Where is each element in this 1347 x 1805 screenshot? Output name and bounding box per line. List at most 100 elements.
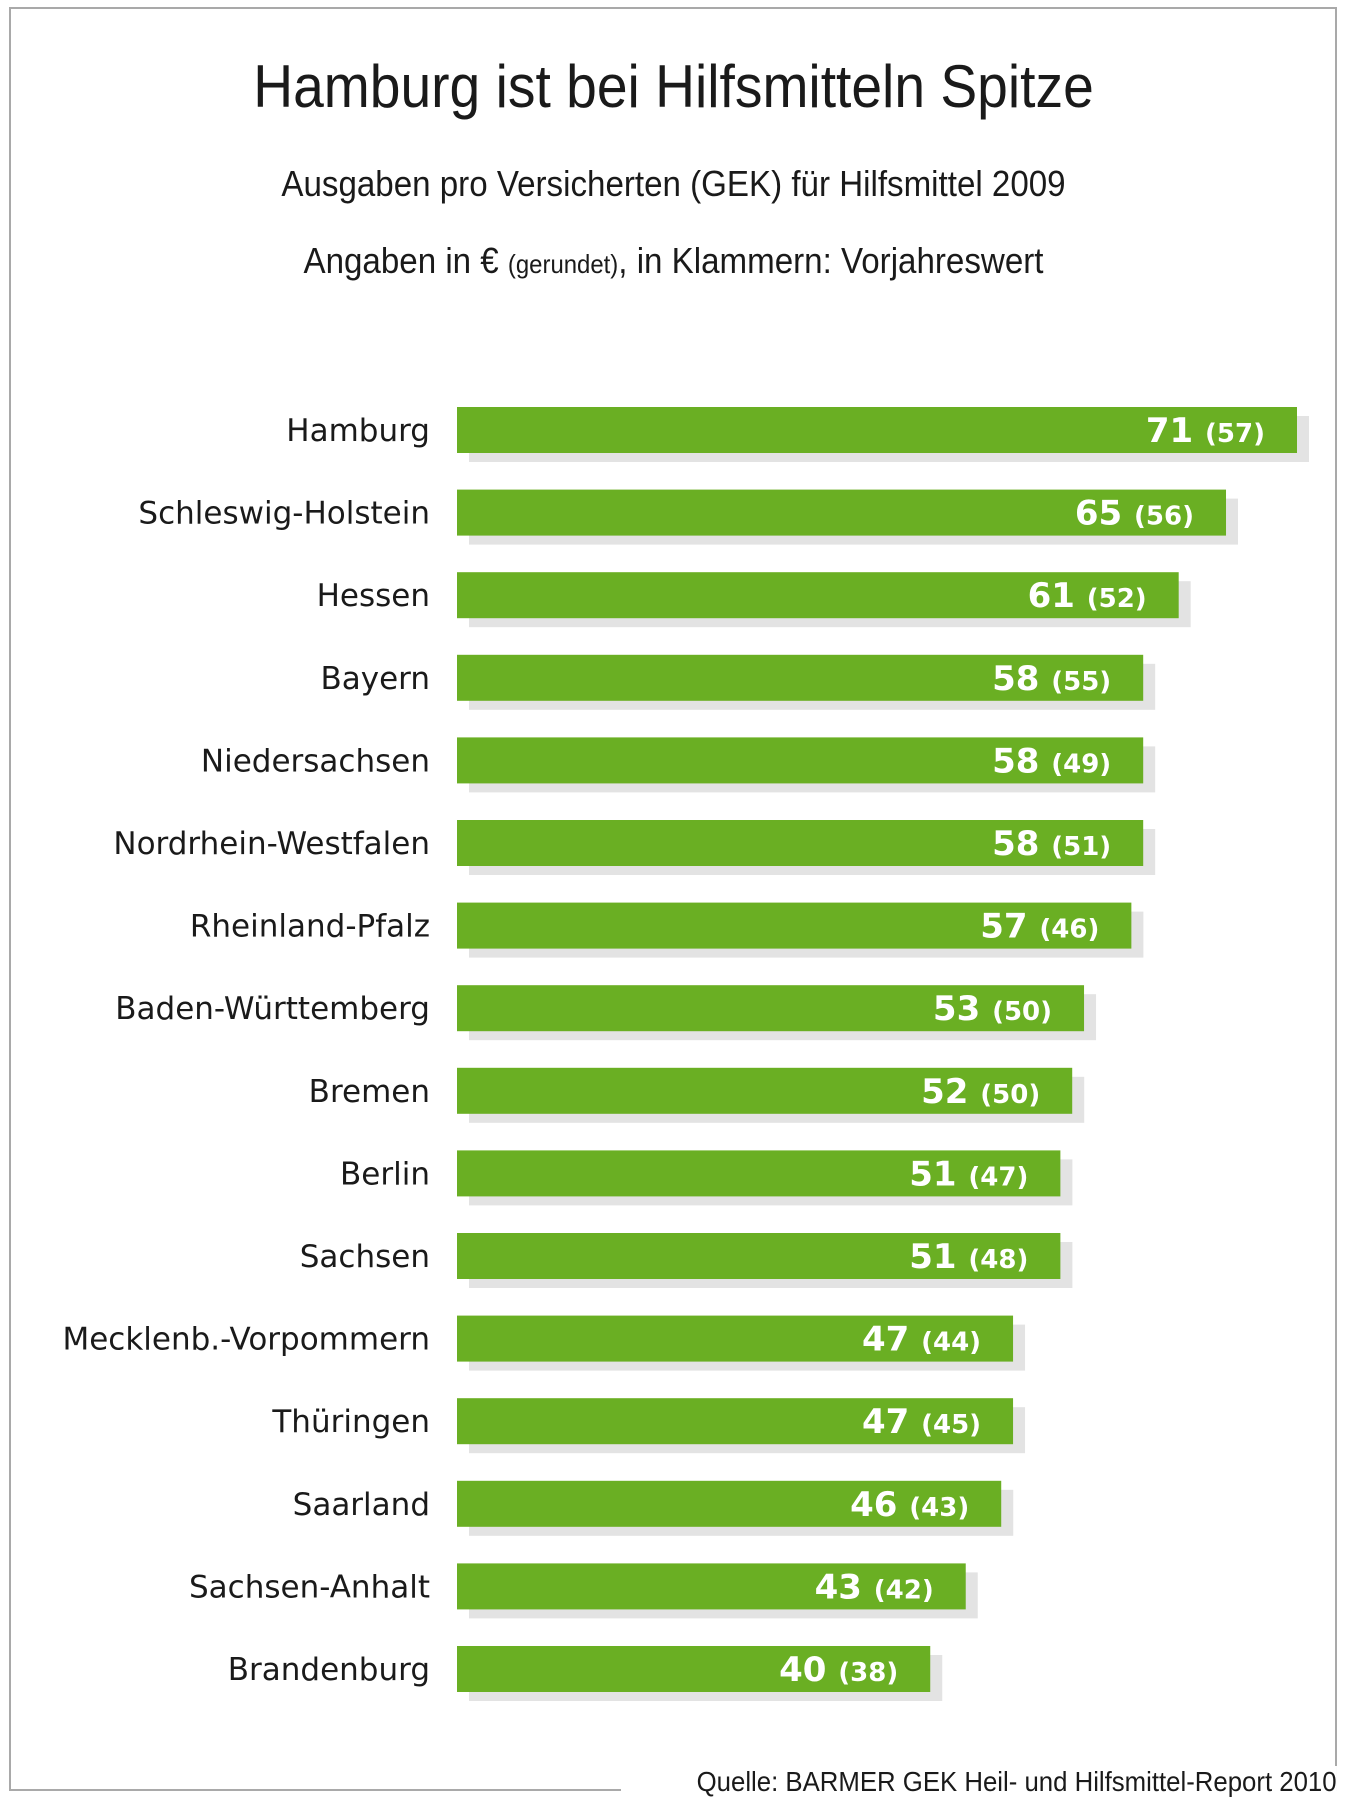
value-label: 40 (38) — [779, 1650, 898, 1690]
bar — [457, 1646, 931, 1692]
bar — [457, 1067, 1073, 1114]
bar-group: Baden-Württemberg 53 (50) — [115, 985, 1097, 1041]
bar-group: Rheinland-Pfalz 57 (46) — [190, 902, 1144, 958]
bar — [457, 1563, 966, 1610]
bar — [457, 902, 1132, 949]
value-label: 61 (52) — [1028, 576, 1147, 616]
value-label: 52 (50) — [921, 1072, 1040, 1112]
previous-year-value: (49) — [1051, 749, 1111, 779]
bar-group: Niedersachsen 58 (49) — [201, 737, 1156, 793]
category-label: Bremen — [309, 1074, 430, 1110]
current-value: 57 — [980, 907, 1039, 947]
bar — [457, 407, 1297, 453]
chart-note: Angaben in € (gerundet), in Klammern: Vo… — [54, 240, 1293, 282]
bar-group: Mecklenb.-Vorpommern 47 (44) — [62, 1315, 1026, 1371]
previous-year-value: (38) — [838, 1658, 898, 1688]
bar — [457, 1150, 1061, 1197]
current-value: 65 — [1075, 494, 1134, 534]
previous-year-value: (48) — [968, 1245, 1028, 1275]
previous-year-value: (44) — [921, 1328, 981, 1358]
category-label: Berlin — [340, 1156, 430, 1192]
category-label: Hessen — [317, 578, 430, 614]
chart-title: Hamburg ist bei Hilfsmitteln Spitze — [253, 53, 1094, 120]
category-label: Hamburg — [286, 413, 430, 449]
category-label: Rheinland-Pfalz — [190, 909, 430, 945]
current-value: 61 — [1028, 576, 1087, 616]
bar-group: Schleswig-Holstein 65 (56) — [138, 489, 1239, 545]
current-value: 51 — [909, 1237, 968, 1277]
bar — [457, 737, 1144, 784]
bar — [457, 1480, 1002, 1527]
bar-group: Sachsen 51 (48) — [300, 1233, 1073, 1288]
previous-year-value: (55) — [1051, 667, 1111, 697]
bar-group: Brandenburg 40 (38) — [228, 1646, 943, 1701]
previous-year-value: (45) — [921, 1410, 981, 1440]
bar-group: Bayern 58 (55) — [320, 654, 1156, 710]
bar-group: Thüringen 47 (45) — [271, 1398, 1026, 1454]
value-label: 71 (57) — [1146, 411, 1265, 451]
current-value: 46 — [850, 1485, 909, 1525]
chart-subtitle: Ausgaben pro Versicherten (GEK) für Hilf… — [281, 163, 1066, 204]
value-label: 58 (49) — [992, 741, 1111, 781]
bar — [457, 1315, 1014, 1362]
chart-frame-bottom-border — [9, 1789, 621, 1791]
previous-year-value: (56) — [1134, 502, 1194, 532]
value-label: 43 (42) — [815, 1567, 934, 1607]
bar-group: Berlin 51 (47) — [340, 1150, 1073, 1206]
current-value: 43 — [815, 1567, 874, 1607]
previous-year-value: (50) — [992, 997, 1052, 1027]
value-label: 53 (50) — [933, 989, 1052, 1029]
current-value: 71 — [1146, 411, 1205, 451]
category-label: Sachsen — [300, 1239, 430, 1275]
category-label: Niedersachsen — [201, 743, 430, 779]
bar — [457, 1398, 1014, 1445]
current-value: 47 — [862, 1402, 921, 1442]
bars-layer: Hamburg 71 (57) Schleswig-Holstein 65 (56) H… — [62, 407, 1309, 1701]
current-value: 58 — [992, 659, 1051, 699]
chart-note-prefix: Angaben in € — [303, 240, 508, 281]
bar — [457, 820, 1144, 866]
value-label: 58 (55) — [992, 659, 1111, 699]
category-label: Saarland — [293, 1487, 430, 1523]
bar — [457, 985, 1085, 1032]
category-label: Nordrhein-Westfalen — [113, 826, 430, 862]
previous-year-value: (42) — [874, 1575, 934, 1605]
current-value: 52 — [921, 1072, 980, 1112]
previous-year-value: (50) — [980, 1080, 1040, 1110]
previous-year-value: (51) — [1051, 832, 1111, 862]
previous-year-value: (46) — [1039, 915, 1099, 945]
value-label: 57 (46) — [980, 907, 1099, 947]
bar — [457, 572, 1179, 619]
current-value: 58 — [992, 741, 1051, 781]
value-label: 51 (47) — [909, 1154, 1028, 1194]
current-value: 58 — [992, 824, 1051, 864]
category-label: Thüringen — [271, 1404, 430, 1440]
bar — [457, 489, 1227, 536]
bar-group: Saarland 46 (43) — [293, 1480, 1014, 1536]
bar-group: Hessen 61 (52) — [317, 572, 1191, 628]
value-label: 47 (45) — [862, 1402, 981, 1442]
bar-group: Sachsen-Anhalt 43 (42) — [189, 1563, 978, 1619]
category-label: Schleswig-Holstein — [138, 496, 430, 532]
value-label: 65 (56) — [1075, 494, 1194, 534]
value-label: 47 (44) — [862, 1320, 981, 1360]
chart-note-suffix: , in Klammern: Vorjahreswert — [618, 240, 1044, 281]
chart-frame — [9, 7, 1337, 1791]
previous-year-value: (57) — [1205, 419, 1265, 449]
category-label: Brandenburg — [228, 1652, 430, 1688]
previous-year-value: (47) — [968, 1162, 1028, 1192]
current-value: 51 — [909, 1154, 968, 1194]
bar-group: Nordrhein-Westfalen 58 (51) — [113, 820, 1156, 875]
value-label: 51 (48) — [909, 1237, 1028, 1277]
current-value: 47 — [862, 1320, 921, 1360]
chart-note-small: (gerundet) — [507, 249, 619, 279]
bar — [457, 654, 1144, 701]
current-value: 53 — [933, 989, 992, 1029]
previous-year-value: (52) — [1087, 584, 1147, 614]
bar-group: Bremen 52 (50) — [309, 1067, 1085, 1123]
category-label: Baden-Württemberg — [115, 991, 430, 1027]
category-label: Sachsen-Anhalt — [189, 1569, 430, 1605]
bar-group: Hamburg 71 (57) — [286, 407, 1309, 462]
current-value: 40 — [779, 1650, 838, 1690]
